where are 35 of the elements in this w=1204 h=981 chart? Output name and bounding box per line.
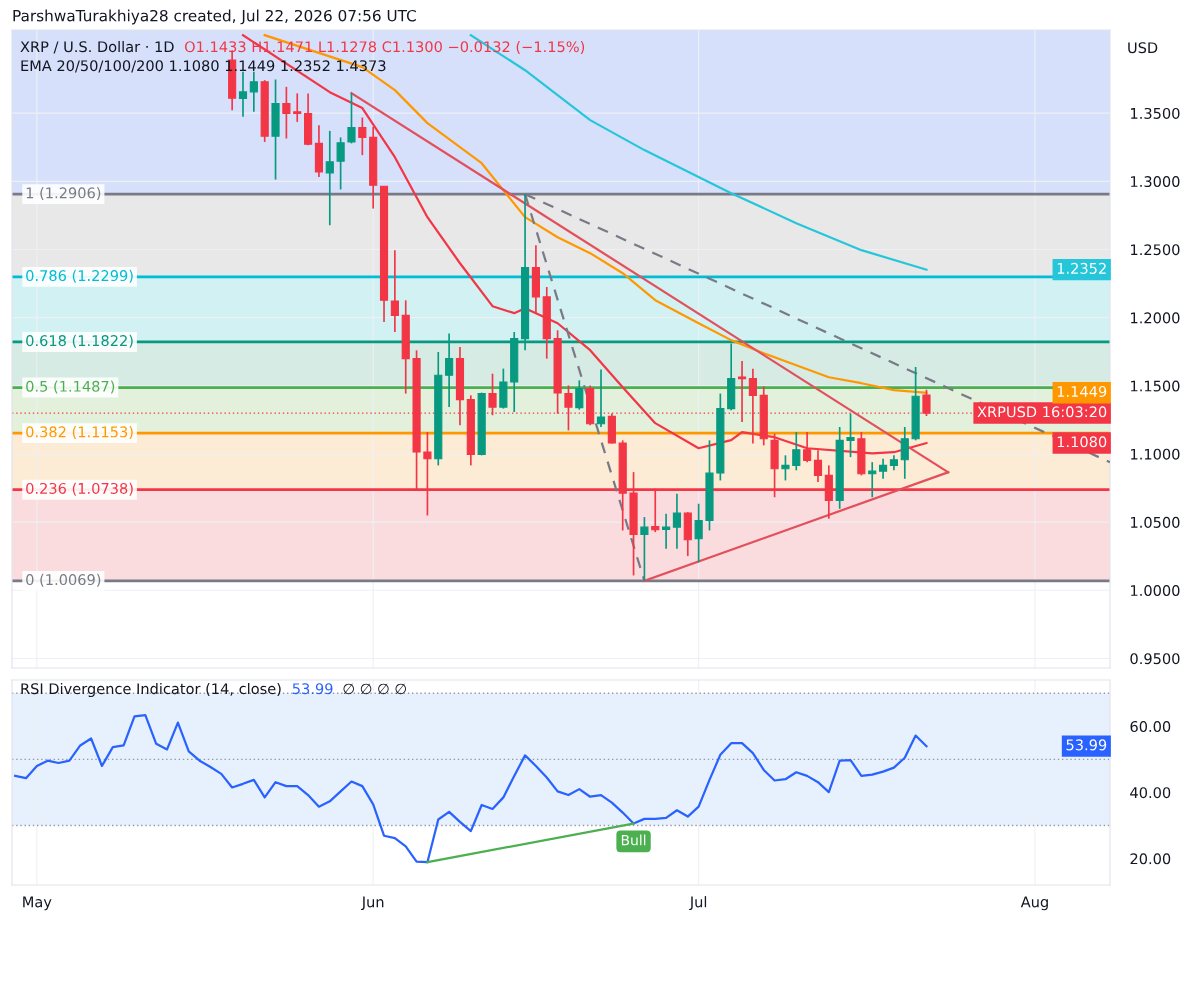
y-tick-label: 1.3000 bbox=[1131, 176, 1180, 188]
annotation: Bull bbox=[621, 834, 646, 846]
annotation: ∅ ∅ ∅ ∅ bbox=[343, 683, 406, 695]
x-tick-label: May bbox=[23, 896, 52, 911]
ref-line-label: 0.786 (1.2299) bbox=[26, 269, 133, 283]
ref-line-label: 1 (1.2906) bbox=[26, 187, 101, 201]
annotation: 1.1449 bbox=[1057, 385, 1107, 397]
x-tick-label: Aug bbox=[1020, 896, 1048, 911]
x-tick-label: Jul bbox=[689, 896, 707, 911]
chart-title: RSI Divergence Indicator (14, close) bbox=[21, 682, 281, 698]
y-tick-label: 40.00 bbox=[1130, 787, 1171, 799]
ref-line-label: 0 (1.0069) bbox=[26, 573, 101, 587]
annotation: 53.99 bbox=[1066, 739, 1107, 751]
y-tick-label: 1.0500 bbox=[1131, 516, 1180, 528]
y-axis-title: USD bbox=[1128, 42, 1158, 54]
y-tick-label: 1.2000 bbox=[1131, 312, 1180, 324]
y-tick-label: 0.9500 bbox=[1130, 653, 1180, 665]
ref-line-label: 0.618 (1.1822) bbox=[26, 334, 133, 348]
y-tick-label: 1.3500 bbox=[1131, 107, 1180, 119]
annotation: 1.1080 bbox=[1057, 436, 1107, 448]
ref-line-label: 0.5 (1.1487) bbox=[26, 380, 115, 394]
ref-line-label: 0.382 (1.1153) bbox=[26, 426, 133, 440]
y-tick-label: 60.00 bbox=[1130, 721, 1171, 733]
y-tick-label: 1.1000 bbox=[1131, 448, 1180, 460]
y-tick-label: 1.2500 bbox=[1131, 244, 1180, 256]
chart-subtitle: ParshwaTurakhiya28 created, Jul 22, 2026 07:56 UTC bbox=[13, 9, 416, 25]
ref-line-label: 0.236 (1.0738) bbox=[26, 482, 133, 496]
annotation: 1.2352 bbox=[1057, 262, 1106, 274]
y-tick-label: 20.00 bbox=[1130, 853, 1171, 865]
text: XRP / U.S. Dollar · 1D bbox=[20, 40, 174, 54]
annotation: 53.99 bbox=[292, 683, 333, 695]
y-tick-label: 1.1500 bbox=[1131, 380, 1180, 392]
annotation: XRPUSD 16:03:20 bbox=[977, 406, 1107, 418]
y-tick-label: 1.0000 bbox=[1131, 585, 1180, 597]
x-tick-label: Jun bbox=[361, 896, 384, 911]
